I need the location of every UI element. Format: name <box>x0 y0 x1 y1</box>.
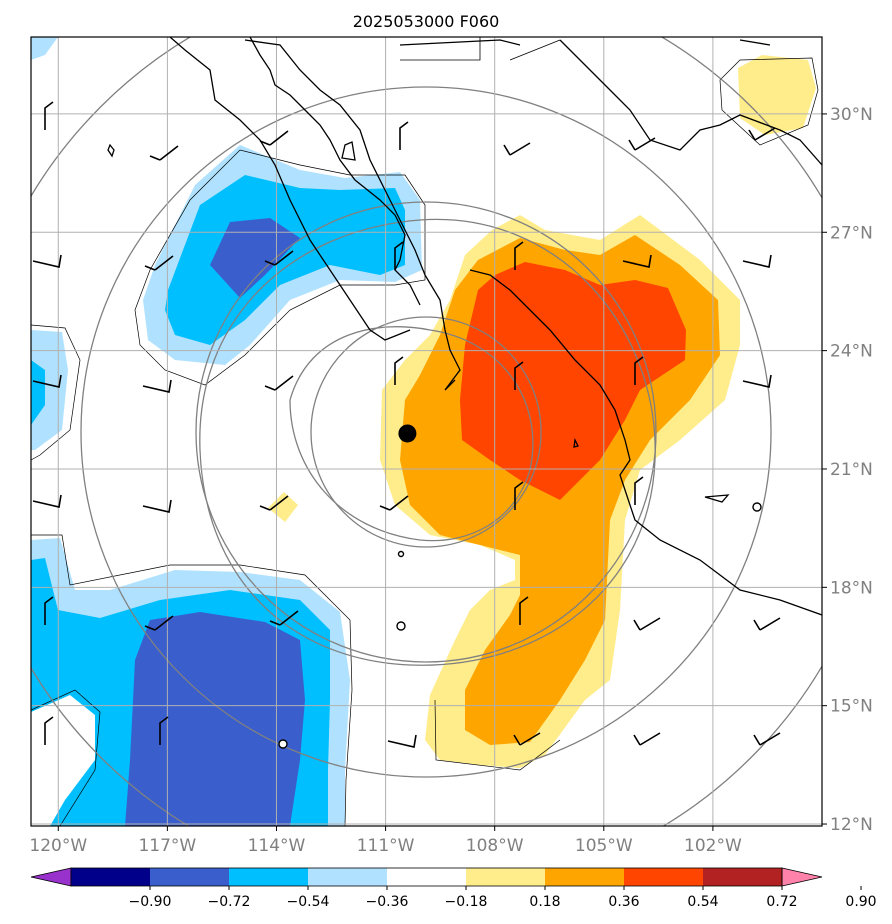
wind-barb <box>514 361 524 390</box>
positive-anomaly-light-north <box>738 55 816 135</box>
colorbar-segment <box>229 868 308 886</box>
longitude-tick-label: 102°W <box>684 836 742 856</box>
longitude-tick-label: 120°W <box>29 836 87 856</box>
latitude-tick-label: 15°N <box>830 697 873 717</box>
wind-barb <box>144 255 174 271</box>
longitude-tick-label: 117°W <box>138 836 196 856</box>
wind-barb <box>142 499 172 513</box>
wind-barb <box>628 137 656 151</box>
positive-anomaly-high <box>460 262 686 500</box>
wind-barb <box>142 379 172 393</box>
wind-barb <box>379 495 409 511</box>
negative-anomaly-mid-w <box>31 360 45 425</box>
longitude-tick-label: 111°W <box>357 836 415 856</box>
colorbar-tick-label: 0.90 <box>845 894 876 910</box>
political-boundaries <box>400 37 561 61</box>
colorbar-segment <box>387 868 466 886</box>
latitude-tick-label: 18°N <box>830 578 873 598</box>
colorbar-tick-label: −0.36 <box>366 894 409 910</box>
latitude-tick-label: 24°N <box>830 342 873 362</box>
wind-barb <box>44 716 54 745</box>
longitude-tick-label: 114°W <box>248 836 306 856</box>
wind-barb <box>742 254 772 268</box>
map-frame <box>30 36 823 827</box>
colorbar-segment <box>71 868 150 886</box>
latitude-axis: 30°N 27°N 24°N 21°N 18°N 15°N 12°N <box>822 105 873 835</box>
calm-wind-markers <box>278 502 762 749</box>
wind-barb <box>633 732 661 746</box>
wind-barb <box>32 374 62 388</box>
wind-barb <box>742 374 772 388</box>
wind-barb <box>399 121 409 150</box>
wind-barb <box>149 145 179 161</box>
wind-barb <box>633 617 661 631</box>
wind-barb <box>259 130 289 146</box>
latitude-tick-label: 12°N <box>830 815 873 835</box>
colorbar-segment <box>150 868 229 886</box>
colorbar-segment <box>545 868 624 886</box>
colorbar-tick-label: 0.54 <box>687 894 718 910</box>
negative-anomaly-clear-sw <box>31 695 95 826</box>
colorbar-segment <box>466 868 545 886</box>
wind-barb <box>748 127 776 141</box>
positive-anomaly-light-small <box>268 492 298 522</box>
colorbar-tick-label: −0.90 <box>129 894 172 910</box>
colorbar-tick-label: 0.72 <box>766 894 797 910</box>
colorbar-tick-label: −0.54 <box>287 894 330 910</box>
colorbar-frame <box>70 867 783 887</box>
wind-barb <box>264 375 294 391</box>
wind-barb <box>514 241 524 270</box>
wind-barb <box>44 596 54 625</box>
wind-barb <box>269 610 299 626</box>
wind-barb <box>634 356 644 385</box>
wind-barbs <box>32 101 781 748</box>
latitude-tick-label: 30°N <box>830 105 873 125</box>
wind-barb <box>387 734 417 748</box>
negative-anomaly-mid-nw <box>165 175 405 345</box>
wind-barb <box>503 142 531 156</box>
wind-barb <box>32 254 62 268</box>
colorbar-tick-label: 0.18 <box>529 894 560 910</box>
map-plot-area <box>31 37 822 826</box>
wind-barb <box>753 732 781 746</box>
storm-center-marker <box>398 424 417 443</box>
negative-anomaly-high-sw <box>125 612 305 826</box>
wind-barb <box>622 254 652 268</box>
wind-barb <box>514 481 524 510</box>
wind-barb <box>159 716 169 745</box>
negative-anomaly-high-nw <box>210 218 300 298</box>
wind-barb <box>519 596 529 625</box>
colorbar: −0.90 −0.72 −0.54 −0.36 −0.18 0.18 0.36 0.54 0.7… <box>30 867 877 910</box>
wind-barb <box>259 495 289 511</box>
wind-barb <box>394 241 404 270</box>
colorbar-tick-label: −0.72 <box>208 894 251 910</box>
anomaly-contour-lines <box>31 57 819 826</box>
wind-barb <box>753 617 781 631</box>
latitude-tick-label: 27°N <box>830 223 873 243</box>
colorbar-tick-label: 0.36 <box>608 894 639 910</box>
colorbar-segment <box>624 868 703 886</box>
figure-title: 2025053000 F060 <box>353 12 500 31</box>
wind-barb <box>394 356 404 385</box>
negative-anomaly-light-nw-corner <box>31 37 58 60</box>
map-gridlines <box>31 37 822 826</box>
wind-barb <box>513 732 541 746</box>
wind-barb <box>144 615 174 631</box>
wind-barb <box>264 250 294 266</box>
latitude-tick-label: 21°N <box>830 460 873 480</box>
colorbar-extend-high <box>781 867 823 887</box>
colorbar-segment <box>308 868 387 886</box>
wind-barb <box>32 494 62 508</box>
wind-barb <box>634 476 644 505</box>
longitude-tick-label: 105°W <box>575 836 633 856</box>
colorbar-segment <box>703 868 782 886</box>
colorbar-tick-label: −0.18 <box>445 894 488 910</box>
colorbar-extend-low <box>30 867 72 887</box>
longitude-axis: 120°W 117°W 114°W 111°W 108°W 105°W 102°W <box>29 826 742 856</box>
range-rings <box>31 37 822 826</box>
longitude-tick-label: 108°W <box>466 836 524 856</box>
wind-barb <box>44 101 54 130</box>
